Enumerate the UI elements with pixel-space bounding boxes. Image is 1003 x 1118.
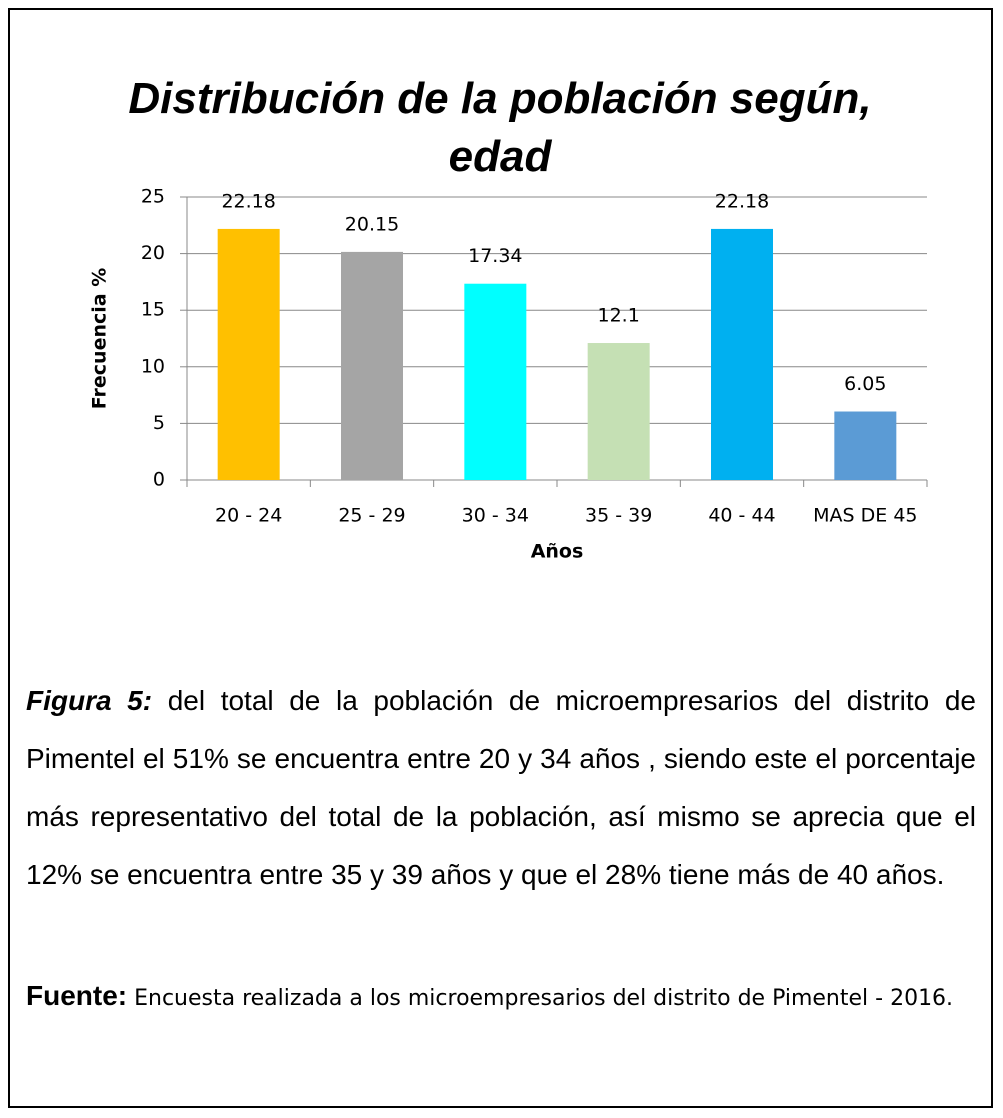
bar (834, 411, 897, 480)
y-tick-label: 5 (153, 412, 165, 434)
chart-title: Distribución de la población según, edad (128, 74, 872, 181)
data-label: 6.05 (844, 373, 886, 395)
bar (587, 343, 650, 480)
caption-text: del total de la población de microempres… (26, 685, 977, 890)
y-tick-label: 15 (141, 299, 165, 321)
bar (464, 283, 527, 480)
x-tick-label: 40 - 44 (708, 505, 775, 527)
source-text: Encuesta realizada a los microempresario… (134, 986, 954, 1011)
y-tick-label: 25 (141, 186, 165, 208)
y-tick-label: 10 (141, 355, 165, 377)
data-label: 22.18 (715, 190, 769, 212)
y-axis-label: Frecuencia % (89, 268, 111, 409)
bar (217, 228, 280, 480)
data-label: 17.34 (468, 245, 522, 267)
data-label: 20.15 (345, 213, 399, 235)
y-tick-label: 20 (141, 242, 165, 264)
page-frame (8, 8, 993, 1108)
y-tick-label: 0 (153, 469, 165, 491)
x-tick-label: 20 - 24 (215, 505, 282, 527)
x-tick-label: 35 - 39 (585, 505, 652, 527)
bar (711, 228, 773, 480)
data-label: 12.1 (598, 305, 640, 327)
bar (341, 251, 403, 480)
x-tick-label: 25 - 29 (338, 505, 405, 527)
caption: Figura 5: del total de la población de m… (26, 672, 976, 904)
source-label: Fuente: (26, 980, 128, 1011)
x-tick-label: MAS DE 45 (813, 505, 917, 527)
x-tick-label: 30 - 34 (462, 505, 529, 527)
chart: 0 5 10 15 20 25 20 - 24 22.18 25 - 29 20.15 30 - 3… (89, 186, 928, 563)
data-label: 22.18 (221, 190, 275, 212)
x-axis-label: Años (531, 541, 584, 563)
caption-label: Figura 5: (26, 685, 153, 716)
source: Fuente: Encuesta realizada a los microem… (26, 970, 976, 1028)
